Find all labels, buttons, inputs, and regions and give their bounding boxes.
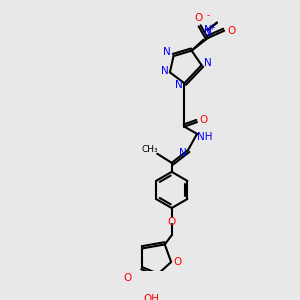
Text: N: N (204, 25, 212, 35)
Text: N: N (160, 65, 168, 76)
Text: OH: OH (143, 294, 159, 300)
Text: N: N (175, 80, 183, 90)
Text: O: O (173, 257, 181, 267)
Text: N: N (163, 47, 171, 58)
Text: O: O (168, 217, 176, 226)
Text: O: O (199, 115, 208, 125)
Text: O: O (195, 13, 203, 23)
Text: CH₃: CH₃ (142, 145, 158, 154)
Text: O: O (123, 273, 132, 283)
Text: N: N (204, 28, 212, 38)
Text: N: N (204, 58, 212, 68)
Text: N: N (179, 148, 186, 158)
Text: -: - (206, 11, 209, 20)
Text: +: + (208, 22, 215, 32)
Text: NH: NH (196, 132, 212, 142)
Text: O: O (227, 26, 236, 36)
